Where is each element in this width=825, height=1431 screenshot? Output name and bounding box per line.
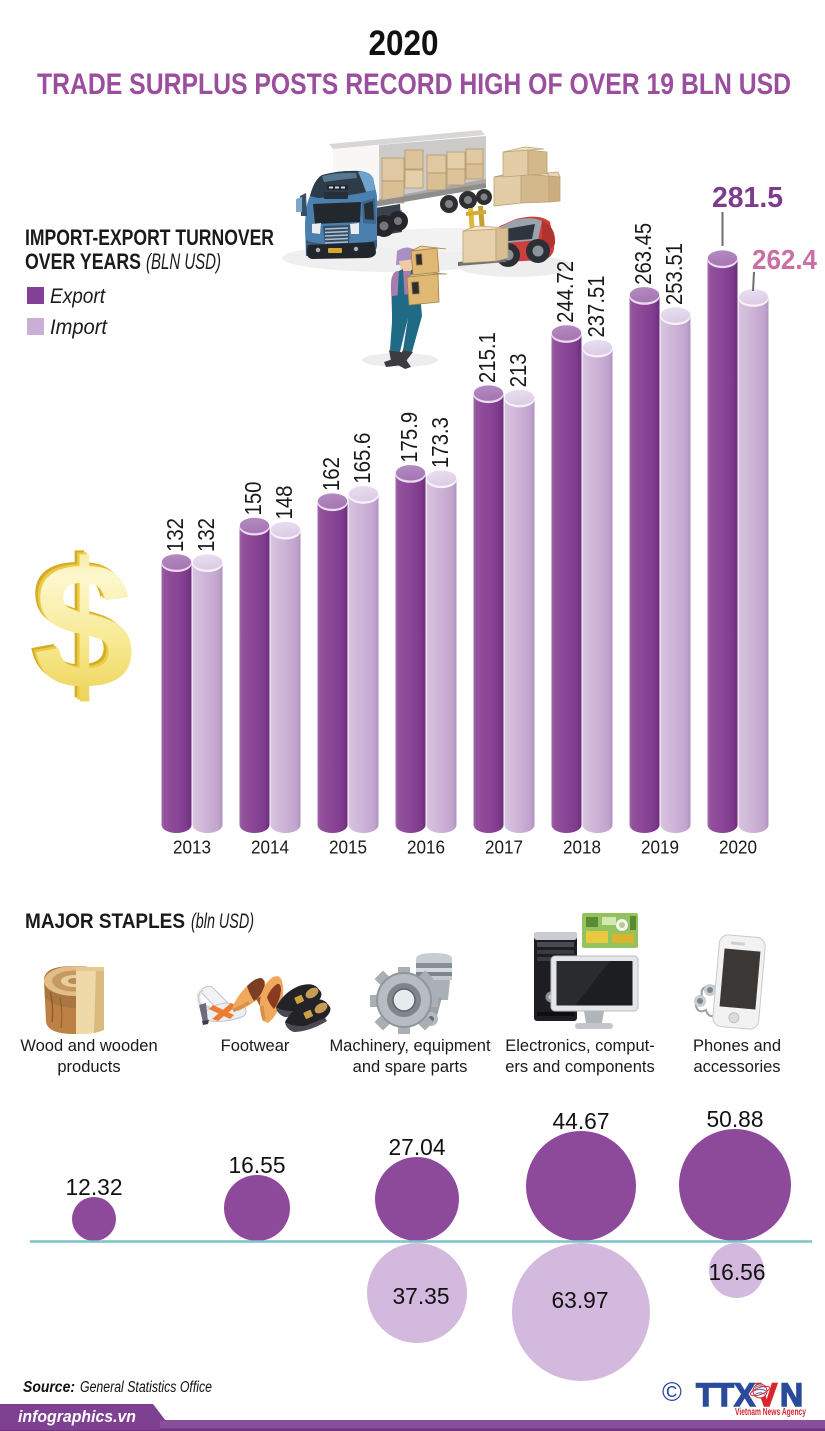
svg-text:products: products [57,1058,120,1076]
svg-text:244.72: 244.72 [552,261,578,323]
svg-text:63.97: 63.97 [552,1287,609,1313]
svg-text:2020: 2020 [369,24,439,63]
svg-text:$: $ [29,522,129,723]
svg-text:X: X [734,1377,756,1413]
svg-text:Import: Import [50,316,108,339]
svg-text:2018: 2018 [563,837,601,858]
svg-text:162: 162 [318,457,344,491]
svg-text:165.6: 165.6 [349,433,375,484]
svg-text:OVER YEARS: OVER YEARS [25,249,141,274]
svg-text:$: $ [34,526,134,727]
svg-text:TRADE SURPLUS POSTS RECORD HIG: TRADE SURPLUS POSTS RECORD HIGH OF OVER … [37,68,791,101]
svg-text:253.51: 253.51 [661,243,687,305]
svg-text:ers and components: ers and components [505,1058,655,1076]
svg-text:132: 132 [193,518,219,552]
svg-text:2017: 2017 [485,837,523,858]
svg-text:Phones and: Phones and [693,1037,781,1055]
svg-text:148: 148 [271,486,297,520]
svg-text:(BLN USD): (BLN USD) [146,249,221,274]
svg-text:Vietnam News Agency: Vietnam News Agency [735,1407,806,1418]
svg-text:173.3: 173.3 [427,417,453,468]
svg-text:263.45: 263.45 [630,223,656,285]
svg-text:50.88: 50.88 [707,1106,764,1132]
svg-text:N: N [780,1377,803,1413]
svg-text:12.32: 12.32 [66,1174,123,1200]
svg-text:44.67: 44.67 [553,1108,610,1134]
svg-text:2020: 2020 [719,837,757,858]
svg-text:General Statistics Office: General Statistics Office [80,1379,212,1396]
svg-text:213: 213 [505,353,531,387]
svg-text:2016: 2016 [407,837,445,858]
svg-text:16.56: 16.56 [709,1259,766,1285]
svg-text:Source:: Source: [23,1379,75,1396]
svg-text:215.1: 215.1 [474,332,500,383]
svg-text:150: 150 [240,482,266,516]
svg-text:$: $ [31,524,131,725]
svg-text:Machinery, equipment: Machinery, equipment [329,1037,491,1055]
svg-text:infographics.vn: infographics.vn [18,1407,136,1426]
svg-text:MAJOR STAPLES: MAJOR STAPLES [25,910,185,933]
svg-text:237.51: 237.51 [583,276,609,338]
svg-text:accessories: accessories [693,1058,780,1076]
svg-text:27.04: 27.04 [389,1134,446,1160]
svg-text:37.35: 37.35 [393,1283,450,1309]
svg-text:and spare parts: and spare parts [353,1058,468,1076]
svg-text:2014: 2014 [251,837,289,858]
svg-text:TT: TT [696,1377,735,1413]
svg-text:Export: Export [50,285,106,308]
svg-text:(bln USD): (bln USD) [191,910,254,933]
svg-text:IMPORT-EXPORT TURNOVER: IMPORT-EXPORT TURNOVER [25,225,274,250]
svg-text:©: © [662,1377,682,1407]
svg-text:Electronics, comput-: Electronics, comput- [505,1037,654,1055]
svg-text:16.55: 16.55 [229,1152,286,1178]
svg-text:132: 132 [162,518,188,552]
svg-text:175.9: 175.9 [396,412,422,463]
svg-text:2015: 2015 [329,837,367,858]
svg-text:2019: 2019 [641,837,679,858]
svg-text:2013: 2013 [173,837,211,858]
svg-text:281.5: 281.5 [712,182,783,214]
svg-text:262.4: 262.4 [752,244,817,275]
svg-text:Wood and wooden: Wood and wooden [20,1037,157,1055]
svg-text:Footwear: Footwear [221,1037,290,1055]
